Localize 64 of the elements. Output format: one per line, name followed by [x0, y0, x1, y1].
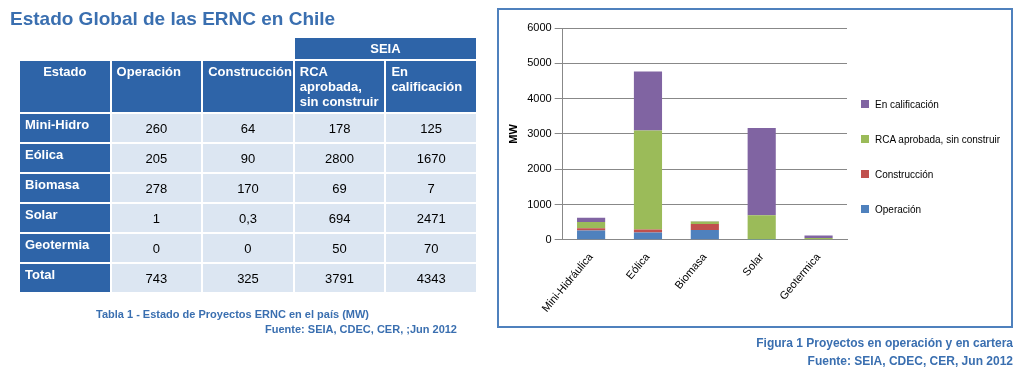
y-tick-label: 5000 — [527, 56, 552, 69]
data-label: 1670 — [385, 143, 477, 173]
y-tick-label: 4000 — [527, 91, 552, 104]
data-label: 694 — [293, 203, 386, 233]
bar — [633, 130, 663, 230]
category-label: Mini-Hidro — [19, 113, 111, 143]
source-note: Fuente: SEIA, CDEC, CER, Jun 2012 — [806, 354, 1013, 368]
legend-label: Construcción — [875, 168, 934, 181]
bar — [577, 217, 606, 223]
legend-label: En calificación — [875, 98, 939, 111]
data-label: 7 — [385, 173, 477, 203]
y-tick-label: 0 — [545, 232, 552, 245]
data-label: 125 — [385, 113, 477, 143]
data-label: 64 — [202, 113, 294, 143]
category-label: Total — [19, 263, 111, 293]
data-label: 0 — [110, 233, 203, 263]
data-label: 69 — [293, 173, 386, 203]
bar — [577, 222, 606, 229]
data-label: 50 — [293, 233, 386, 263]
source-note: Fuente: SEIA, CDEC, CER, ;Jun 2012 — [264, 323, 458, 335]
data-label: 2800 — [293, 143, 386, 173]
data-label: 743 — [110, 263, 203, 293]
text: Construcción — [202, 60, 294, 113]
data-label: 170 — [202, 173, 294, 203]
series-label: En calificación — [385, 60, 477, 113]
text: Tabla 1 - Estado de Proyectos ERNC en el país (MW) — [95, 308, 370, 320]
data-label: 178 — [293, 113, 386, 143]
legend-label: RCA aprobada, sin construir — [875, 133, 1001, 146]
data-label: 70 — [385, 233, 477, 263]
bar — [690, 223, 719, 230]
y-axis-title: MW — [506, 123, 519, 144]
text: Estado Global de las ERNC en Chile — [10, 8, 337, 30]
data-label: 260 — [110, 113, 203, 143]
category-label: Solar — [19, 203, 111, 233]
category-label: Geotermia — [19, 233, 111, 263]
data-label: 278 — [110, 173, 203, 203]
data-label: 0 — [202, 233, 294, 263]
y-tick-label: 6000 — [527, 21, 552, 34]
data-label: 1 — [110, 203, 203, 233]
bar — [747, 215, 776, 240]
category-label: Biomasa — [19, 173, 111, 203]
data-label: 90 — [202, 143, 294, 173]
data-label: 205 — [110, 143, 203, 173]
y-tick-label: 2000 — [527, 162, 552, 175]
legend-label: Operación — [875, 203, 922, 216]
data-label: 4343 — [385, 263, 477, 293]
bar — [633, 71, 663, 131]
bar — [577, 228, 606, 231]
y-tick-label: 3000 — [527, 126, 552, 139]
bar — [633, 229, 663, 233]
text: Operación — [110, 60, 203, 113]
bar — [577, 230, 606, 240]
data-label: 3791 — [293, 263, 386, 293]
y-tick-label: 1000 — [527, 197, 552, 210]
data-label: 325 — [202, 263, 294, 293]
text: Figura 1 Proyectos en operación y en cartera — [755, 336, 1013, 350]
series-label: RCA aprobada, sin construir — [293, 60, 386, 113]
text: Estado — [19, 60, 111, 113]
bar — [690, 229, 719, 240]
category-label: Eólica — [19, 143, 111, 173]
data-label: 0,3 — [202, 203, 294, 233]
data-label: 2471 — [385, 203, 477, 233]
text: SEIA — [293, 37, 477, 60]
bar — [747, 128, 776, 216]
